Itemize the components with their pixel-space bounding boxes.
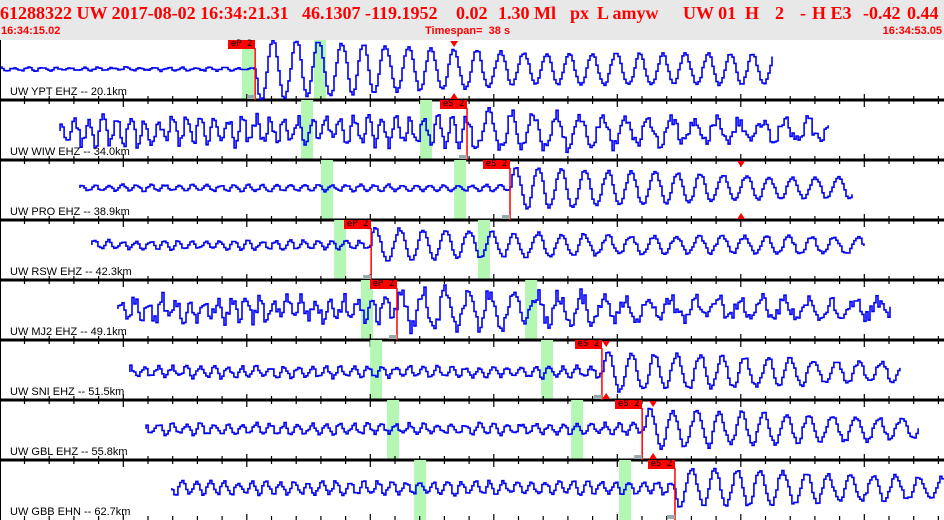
seismogram-trace xyxy=(171,467,944,508)
trace-separator xyxy=(0,398,944,402)
timespan: Timespan= 38 s xyxy=(425,25,511,37)
station-label: UW GBL EHZ -- 55.8km xyxy=(10,446,128,458)
event-id-time: 61288322 UW 2017-08-02 16:34:21.31 xyxy=(0,3,289,23)
event-depth: 0.02 xyxy=(456,3,488,23)
trace-separator xyxy=(0,158,944,162)
waveform-canvas[interactable] xyxy=(0,40,944,520)
time-window-1 xyxy=(314,40,327,100)
marker-down-icon xyxy=(602,341,611,347)
marker-down-icon xyxy=(649,401,658,407)
time-window-1 xyxy=(525,280,538,340)
station-label: UW RSW EHZ -- 42.3km xyxy=(10,266,132,278)
seismogram-trace xyxy=(145,407,919,450)
seismogram-trace xyxy=(117,284,891,335)
time-window-0 xyxy=(370,340,383,400)
net-location: UW 01 xyxy=(683,3,737,23)
marker-up-icon xyxy=(649,453,658,459)
marker-down-icon xyxy=(450,41,459,47)
time-window-0 xyxy=(387,400,400,460)
station-label: UW MJ2 EHZ -- 49.1km xyxy=(10,326,127,338)
phase-pick-label[interactable]: eS 2 xyxy=(483,160,510,169)
station-label: UW GBB EHN -- 62.7km xyxy=(10,506,131,518)
header-value-1: -0.42 xyxy=(863,3,901,23)
time-window-0 xyxy=(360,280,373,340)
trace-separator xyxy=(0,338,944,342)
header-flag-2: H E3 xyxy=(812,3,852,23)
phase-pick-label[interactable]: eS 2 xyxy=(574,340,602,349)
time-window-1 xyxy=(571,400,584,460)
pick-quality-marker xyxy=(593,395,602,399)
pick-quality-marker xyxy=(502,215,511,219)
pick-quality-marker xyxy=(459,155,468,159)
station-label: UW YPT EHZ -- 20.1km xyxy=(10,86,127,98)
seismogram-trace xyxy=(59,107,829,154)
pick-quality-marker xyxy=(634,455,643,459)
pick-quality-marker xyxy=(666,515,675,519)
phase-pick-label[interactable]: eS 2 xyxy=(440,100,468,109)
seismogram-trace xyxy=(129,351,901,393)
marker-up-icon xyxy=(737,213,746,219)
seismogram-trace xyxy=(91,227,865,262)
pick-quality-marker xyxy=(363,275,372,279)
time-window-0 xyxy=(414,460,427,520)
station-label: UW PRO EHZ -- 38.9km xyxy=(10,206,130,218)
event-magnitude: 1.30 Ml xyxy=(498,3,556,23)
phase-pick-label[interactable]: eP 2 xyxy=(369,280,397,289)
trace-separator xyxy=(0,458,944,462)
trace-separator xyxy=(0,98,944,102)
trace-separator xyxy=(0,278,944,282)
end-time: 16:34:53.05 xyxy=(882,25,942,37)
header-count: 2 xyxy=(775,3,784,23)
station-label: UW SNI EHZ -- 51.5km xyxy=(10,386,125,398)
marker-up-icon xyxy=(602,393,611,399)
pick-quality-marker xyxy=(247,95,256,99)
pick-quality-marker xyxy=(388,335,397,339)
station-label: UW WIW EHZ -- 34.0km xyxy=(10,146,130,158)
event-location: 46.1307 -119.1952 xyxy=(302,3,438,23)
event-type-author: L amyw xyxy=(597,3,659,23)
header-flag-1: H xyxy=(745,3,760,23)
event-header: 61288322 UW 2017-08-02 16:34:21.31 46.13… xyxy=(0,0,944,40)
trace-separator xyxy=(0,218,944,222)
mag-algorithm: px xyxy=(570,3,590,23)
marker-down-icon xyxy=(737,161,746,167)
seismogram-trace xyxy=(79,167,853,210)
phase-pick-label[interactable]: eS 2 xyxy=(647,460,675,469)
seismogram-trace xyxy=(0,40,773,101)
phase-pick-label[interactable]: eP 2 xyxy=(344,220,372,229)
phase-pick-label[interactable]: eS 2 xyxy=(615,400,643,409)
start-time: 16:34:15.02 xyxy=(1,25,61,37)
header-value-2: 0.44 xyxy=(907,3,939,23)
time-window-1 xyxy=(541,340,554,400)
header-dash: - xyxy=(800,3,806,23)
marker-up-icon xyxy=(450,93,459,99)
time-window-1 xyxy=(454,160,467,220)
phase-pick-label[interactable]: eP 2 xyxy=(228,40,256,49)
waveform-panel[interactable]: eP 2 UW YPT EHZ -- 20.1km eS 2 UW WIW EHZ -… xyxy=(0,40,944,520)
